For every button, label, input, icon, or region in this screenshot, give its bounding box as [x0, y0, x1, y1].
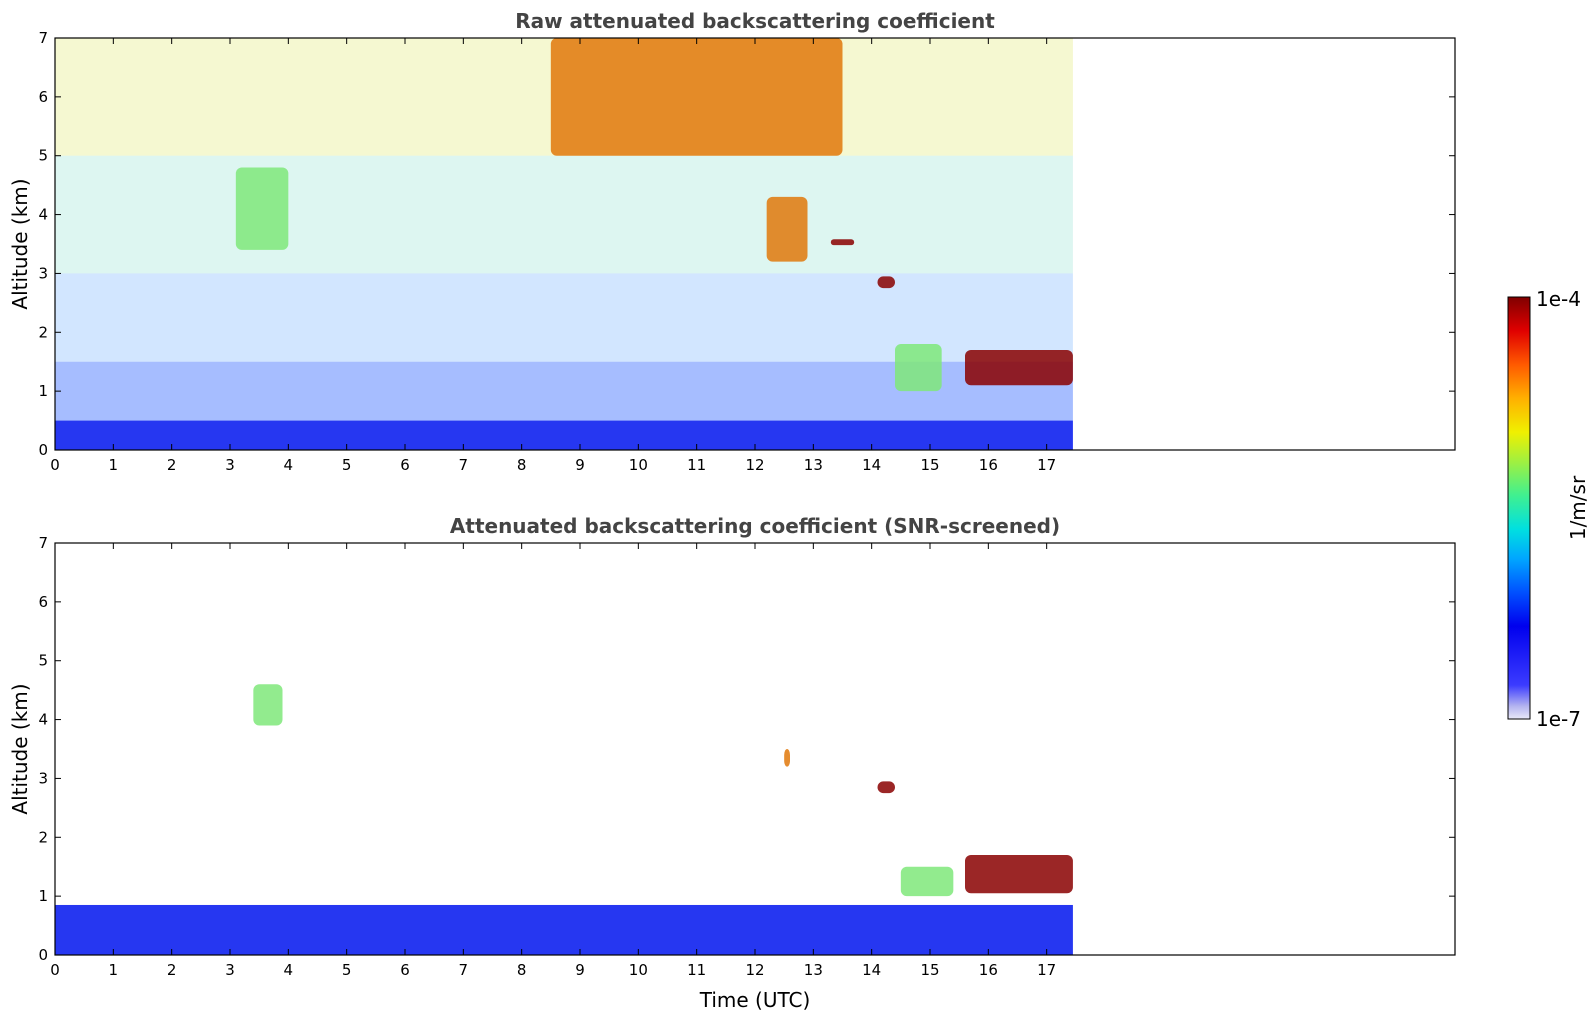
y-tick-label: 2 — [38, 828, 48, 846]
x-tick-label: 2 — [167, 456, 177, 474]
x-tick-label: 9 — [575, 456, 585, 474]
panel-screened-ylabel: Altitude (km) — [8, 683, 32, 814]
x-tick-label: 10 — [629, 961, 648, 979]
x-tick-label: 8 — [517, 456, 527, 474]
x-tick-label: 16 — [979, 961, 998, 979]
x-tick-label: 12 — [745, 456, 764, 474]
x-tick-label: 0 — [50, 961, 60, 979]
feature-low-cloud-layer — [965, 854, 1073, 894]
x-tick-label: 9 — [575, 961, 585, 979]
panel-screened-frame — [54, 542, 1456, 956]
feature-low-cloud-layer — [965, 349, 1073, 386]
panel-raw: Raw attenuated backscattering coefficien… — [8, 9, 1456, 474]
feature-cloud — [830, 239, 855, 246]
x-tick-label: 11 — [687, 961, 706, 979]
feature-boundary-layer-aerosol — [55, 420, 1073, 450]
x-tick-label: 3 — [225, 961, 235, 979]
x-tick-label: 7 — [459, 961, 469, 979]
panel-raw-title: Raw attenuated backscattering coefficien… — [515, 9, 995, 33]
y-tick-label: 0 — [38, 441, 48, 459]
y-tick-label: 3 — [38, 769, 48, 787]
feature-elevated-aerosol-plume — [235, 167, 289, 250]
x-tick-label: 6 — [400, 961, 410, 979]
colorbar-unit-label: 1/m/sr — [1566, 475, 1590, 540]
x-tick-label: 5 — [342, 456, 352, 474]
x-tick-label: 17 — [1037, 456, 1056, 474]
panel-screened-title: Attenuated backscattering coefficient (S… — [450, 514, 1060, 538]
x-tick-label: 6 — [400, 456, 410, 474]
x-tick-label: 8 — [517, 961, 527, 979]
y-tick-label: 6 — [38, 593, 48, 611]
y-tick-label: 6 — [38, 88, 48, 106]
y-tick-label: 7 — [38, 534, 48, 552]
x-tick-label: 5 — [342, 961, 352, 979]
y-tick-label: 5 — [38, 652, 48, 670]
x-tick-label: 14 — [862, 961, 881, 979]
panel-screened-heatmap — [55, 684, 1073, 955]
colorbar-gradient — [1507, 296, 1531, 720]
y-tick-label: 4 — [38, 206, 48, 224]
panel-screened-xlabel: Time (UTC) — [699, 988, 811, 1012]
y-tick-label: 3 — [38, 264, 48, 282]
x-tick-label: 12 — [745, 961, 764, 979]
colorbar: 1e-4 1e-7 1/m/sr — [1507, 287, 1590, 731]
x-tick-label: 3 — [225, 456, 235, 474]
panel-raw-ylabel: Altitude (km) — [8, 178, 32, 309]
x-tick-label: 4 — [284, 961, 294, 979]
y-tick-label: 2 — [38, 323, 48, 341]
x-tick-label: 4 — [284, 456, 294, 474]
feature-aerosol — [253, 684, 283, 726]
x-tick-label: 14 — [862, 456, 881, 474]
panel-screened: Attenuated backscattering coefficient (S… — [8, 514, 1456, 1012]
y-tick-label: 5 — [38, 147, 48, 165]
x-tick-label: 13 — [804, 961, 823, 979]
feature-cloud — [877, 276, 895, 289]
feature-boundary-layer-aerosol — [55, 904, 1073, 955]
x-tick-label: 1 — [109, 961, 119, 979]
x-tick-label: 17 — [1037, 961, 1056, 979]
y-tick-label: 0 — [38, 946, 48, 964]
feature-mid-level-aerosol — [766, 196, 808, 262]
feature-aerosol — [784, 749, 790, 767]
feature-aerosol — [900, 866, 954, 897]
x-tick-label: 16 — [979, 456, 998, 474]
x-tick-label: 0 — [50, 456, 60, 474]
panel-raw-heatmap — [55, 38, 1073, 450]
y-tick-label: 4 — [38, 711, 48, 729]
x-tick-label: 15 — [920, 456, 939, 474]
x-tick-label: 13 — [804, 456, 823, 474]
feature-upper-level-layer — [550, 38, 843, 156]
feature-cloud — [877, 781, 895, 794]
x-tick-label: 11 — [687, 456, 706, 474]
x-tick-label: 2 — [167, 961, 177, 979]
x-tick-label: 1 — [109, 456, 119, 474]
noise-band — [55, 155, 1073, 274]
colorbar-max-label: 1e-4 — [1536, 287, 1581, 311]
y-tick-label: 7 — [38, 29, 48, 47]
colorbar-min-label: 1e-7 — [1536, 707, 1581, 731]
y-tick-label: 1 — [38, 887, 48, 905]
x-tick-label: 7 — [459, 456, 469, 474]
x-tick-label: 10 — [629, 456, 648, 474]
x-tick-label: 15 — [920, 961, 939, 979]
feature-aerosol — [895, 344, 942, 392]
y-tick-label: 1 — [38, 382, 48, 400]
